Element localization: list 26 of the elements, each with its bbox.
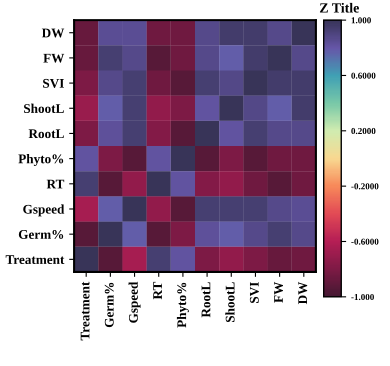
color-bar-label: 1.000 — [352, 17, 371, 24]
color-bar-title: Z Title — [320, 2, 359, 13]
x-tick-label: DW — [298, 282, 308, 304]
x-tick-label: Germ% — [104, 282, 114, 328]
color-bar-label: 0.2000 — [351, 128, 376, 134]
x-tick-label: Phyto% — [176, 282, 189, 328]
y-tick-label: Germ% — [18, 230, 64, 239]
y-tick-label: FW — [43, 54, 64, 63]
y-tick-label: Phyto% — [18, 154, 64, 166]
x-tick-label: ShootL — [225, 282, 235, 322]
color-bar-label: 0.6000 — [351, 72, 376, 79]
y-tick-label: Gspeed — [23, 204, 64, 216]
y-tick-label: RootL — [28, 129, 64, 138]
color-bar-label: -0.2000 — [351, 183, 378, 190]
x-tick-label: SVI — [250, 282, 259, 303]
y-tick-label: SVI — [43, 78, 64, 88]
y-tick-label: Treatment — [6, 255, 64, 264]
x-tick-label: RT — [153, 282, 162, 300]
y-tick-label: DW — [42, 28, 64, 38]
x-tick-label: Gspeed — [128, 282, 141, 323]
color-bar-label: -1.000 — [351, 294, 374, 300]
x-tick-label: RootL — [202, 282, 210, 318]
x-tick-label: FW — [274, 282, 284, 303]
y-tick-label: RT — [46, 180, 64, 188]
y-tick-label: ShootL — [24, 104, 64, 113]
color-bar-label: -0.6000 — [351, 238, 378, 245]
